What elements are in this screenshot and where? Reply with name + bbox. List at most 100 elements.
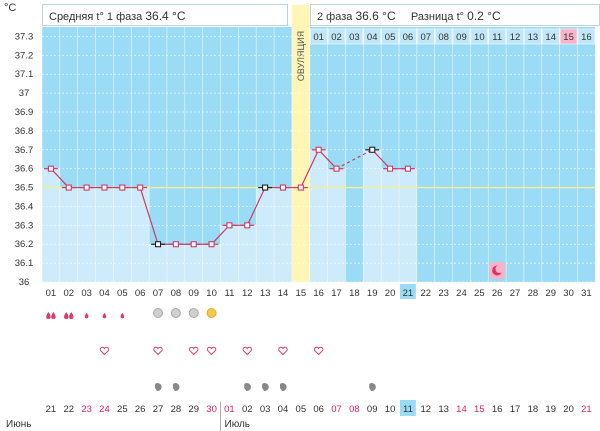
marker-icon bbox=[279, 383, 287, 392]
temp-point bbox=[101, 184, 108, 191]
temp-point bbox=[262, 184, 269, 191]
calendar-date-label: 22 bbox=[63, 404, 74, 415]
temp-line-segment bbox=[50, 168, 70, 188]
marker-icon bbox=[172, 383, 180, 392]
phase2-day-cell bbox=[488, 28, 506, 45]
month-label: Июнь bbox=[6, 419, 31, 430]
temp-line-dashed bbox=[336, 149, 373, 170]
phase2-day-label: 04 bbox=[367, 32, 378, 43]
cycle-day-label: 26 bbox=[492, 288, 503, 299]
heart-icon bbox=[99, 346, 110, 356]
heart-icon bbox=[206, 346, 217, 356]
temp-point bbox=[119, 184, 126, 191]
today-date-cell bbox=[400, 400, 416, 416]
cycle-day-label: 14 bbox=[278, 288, 289, 299]
drop-icon bbox=[64, 312, 69, 319]
cycle-day-label: 17 bbox=[331, 288, 342, 299]
temp-bar bbox=[256, 187, 275, 282]
calendar-date-label: 03 bbox=[260, 404, 271, 415]
phase2-value: 36.6 °C bbox=[355, 9, 396, 23]
phase2-label: 2 фаза bbox=[317, 11, 353, 23]
phase1-label: Средняя t° 1 фаза bbox=[49, 11, 143, 23]
today-cell bbox=[400, 284, 416, 299]
calendar-date-label: 21 bbox=[46, 404, 57, 415]
y-tick-label: 36.4 bbox=[15, 201, 34, 212]
temp-point bbox=[404, 165, 411, 172]
temp-bar bbox=[309, 149, 328, 282]
temp-bar bbox=[131, 187, 150, 282]
heart-icon bbox=[313, 346, 324, 356]
phase2-summary: 2 фаза 36.6 °C Разница t° 0.2 °C bbox=[310, 4, 600, 26]
temp-bar bbox=[274, 187, 292, 282]
calendar-date-label: 29 bbox=[188, 404, 199, 415]
phase2-day-cell bbox=[381, 28, 399, 45]
cycle-day-label: 12 bbox=[242, 288, 253, 299]
phase1-summary: Средняя t° 1 фаза 36.4 °C bbox=[42, 4, 288, 26]
cycle-day-label: 15 bbox=[296, 288, 307, 299]
y-tick-label: 36.6 bbox=[15, 164, 34, 175]
phase2-day-cell bbox=[434, 28, 453, 45]
marker-icon bbox=[262, 383, 269, 392]
cycle-day-label: 31 bbox=[581, 288, 592, 299]
cycle-day-label: 01 bbox=[46, 288, 57, 299]
calendar-date-label: 23 bbox=[81, 404, 92, 415]
calendar-date-label: 02 bbox=[242, 404, 253, 415]
ovulation-label: ОВУЛЯЦИЯ bbox=[296, 31, 306, 81]
phase2-day-cell bbox=[524, 28, 542, 45]
temp-point bbox=[190, 241, 197, 248]
y-tick-label: 36.5 bbox=[15, 183, 34, 194]
calendar-date-label: 26 bbox=[135, 404, 146, 415]
phase2-day-cell bbox=[399, 28, 417, 45]
marker-icon bbox=[244, 383, 251, 392]
heart-icon bbox=[189, 346, 199, 356]
calendar-date-label: 18 bbox=[528, 404, 539, 415]
cycle-day-label: 25 bbox=[474, 288, 485, 299]
mucus-icon bbox=[170, 308, 181, 318]
heart-icon bbox=[242, 346, 252, 356]
cycle-day-label: 07 bbox=[153, 288, 164, 299]
calendar-date-label: 09 bbox=[367, 404, 378, 415]
cycle-day-label: 16 bbox=[313, 288, 324, 299]
calendar-date-label: 07 bbox=[331, 404, 342, 415]
phase2-day-label: 03 bbox=[349, 32, 360, 43]
cycle-day-label: 13 bbox=[260, 288, 271, 299]
cycle-day-label: 11 bbox=[224, 288, 234, 299]
y-tick-label: 36.9 bbox=[15, 107, 34, 118]
y-tick-label: 36.1 bbox=[15, 258, 34, 269]
y-tick-label: 36.3 bbox=[15, 220, 34, 231]
calendar-date-label: 28 bbox=[171, 404, 182, 415]
phase2-day-cell bbox=[345, 28, 364, 45]
phase2-day-cell bbox=[506, 28, 524, 45]
phase2-day-label: 05 bbox=[385, 32, 396, 43]
y-tick-label: 36.8 bbox=[15, 126, 34, 137]
calendar-date-label: 12 bbox=[420, 404, 431, 415]
phase2-day-label: 10 bbox=[474, 32, 485, 43]
calendar-date-label: 05 bbox=[296, 404, 307, 415]
calendar-date-label: 04 bbox=[278, 404, 289, 415]
calendar-date-label: 08 bbox=[349, 404, 360, 415]
phase2-day-label: 06 bbox=[403, 32, 414, 43]
heart-icon bbox=[278, 346, 288, 356]
drop-icon bbox=[102, 312, 107, 319]
y-tick-label: 36.2 bbox=[15, 239, 34, 250]
calendar-date-label: 21 bbox=[581, 404, 592, 415]
cycle-day-label: 02 bbox=[63, 288, 74, 299]
phase2-day-label: 02 bbox=[331, 32, 342, 43]
cycle-day-label: 23 bbox=[438, 288, 449, 299]
temp-point bbox=[83, 184, 90, 191]
phase2-day-cell bbox=[417, 28, 435, 45]
temp-bar bbox=[95, 187, 114, 282]
temp-bar bbox=[363, 149, 382, 282]
temp-point bbox=[172, 241, 179, 248]
calendar-date-label: 25 bbox=[117, 404, 128, 415]
temp-bar bbox=[59, 187, 78, 282]
temp-bar bbox=[184, 244, 203, 282]
temp-bar bbox=[77, 187, 96, 282]
temp-line-segment bbox=[371, 149, 391, 170]
y-unit-label: °C bbox=[4, 2, 17, 14]
y-tick-label: 37.2 bbox=[15, 50, 34, 61]
phase2-day-label: 11 bbox=[492, 32, 502, 43]
cycle-day-label: 18 bbox=[349, 288, 360, 299]
phase2-day-label: 08 bbox=[438, 32, 449, 43]
drop-icon bbox=[51, 312, 56, 319]
